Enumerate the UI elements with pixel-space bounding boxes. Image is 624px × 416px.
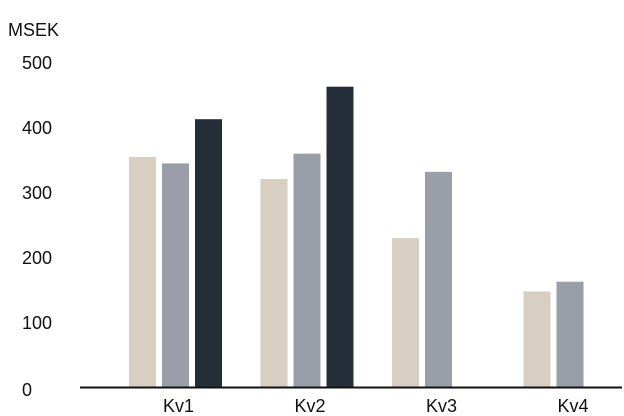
y-axis-label: MSEK xyxy=(8,20,59,40)
bar-kv1-series1 xyxy=(129,156,156,387)
x-tick-label: Kv4 xyxy=(557,396,588,416)
bar-kv2-series2 xyxy=(293,153,321,387)
bar-kv1-series2 xyxy=(162,163,189,387)
x-tick-label: Kv3 xyxy=(426,396,457,416)
x-tick-label: Kv1 xyxy=(163,396,194,416)
y-tick-label: 500 xyxy=(22,53,52,73)
bars xyxy=(129,86,584,387)
bar-kv2-series1 xyxy=(260,179,288,387)
bar-kv4-series2 xyxy=(556,281,584,387)
y-tick-label: 400 xyxy=(22,118,52,138)
bar-kv1-series3 xyxy=(195,119,222,387)
x-axis-ticks: Kv1 Kv2 Kv3 Kv4 xyxy=(163,396,589,416)
bar-kv3-series1 xyxy=(392,238,419,387)
x-tick-label: Kv2 xyxy=(294,396,325,416)
bar-kv3-series2 xyxy=(425,171,452,387)
y-tick-label: 200 xyxy=(22,248,52,268)
y-tick-label: 100 xyxy=(22,313,52,333)
y-tick-label: 300 xyxy=(22,183,52,203)
bar-kv4-series1 xyxy=(523,291,551,387)
y-axis-ticks: 0 100 200 300 400 500 xyxy=(22,53,52,400)
bar-kv2-series3 xyxy=(326,86,354,387)
y-tick-label: 0 xyxy=(22,380,32,400)
